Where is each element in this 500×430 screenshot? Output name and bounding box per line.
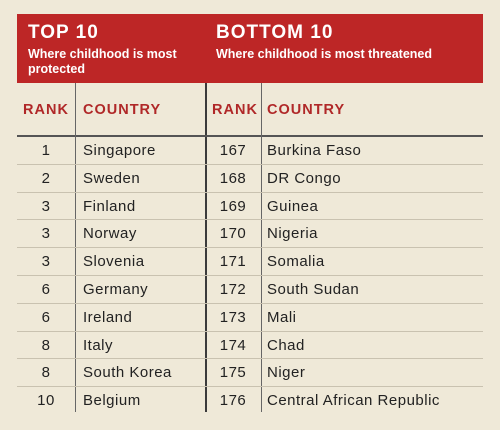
rank-cell: 3 bbox=[41, 253, 51, 271]
country-cell: Somalia bbox=[267, 253, 325, 271]
country-cell: Slovenia bbox=[83, 253, 145, 271]
table-row: 8 South Korea bbox=[17, 359, 205, 388]
table-row: 2 Sweden bbox=[17, 165, 205, 193]
bottom-10-banner: BOTTOM 10 Where childhood is most threat… bbox=[205, 14, 483, 83]
country-cell: Central African Republic bbox=[267, 392, 440, 410]
bottom-10-subtitle: Where childhood is most threatened bbox=[216, 47, 432, 61]
bottom-10-header-row: RANK COUNTRY bbox=[205, 83, 483, 137]
country-cell: Nigeria bbox=[267, 225, 319, 243]
rank-column-header: RANK bbox=[212, 102, 258, 118]
table-row: 8 Italy bbox=[17, 332, 205, 360]
table-row: 170 Nigeria bbox=[205, 220, 483, 249]
country-cell: South Korea bbox=[83, 364, 172, 382]
country-cell: Singapore bbox=[83, 142, 156, 159]
country-cell: Chad bbox=[267, 336, 305, 354]
table-row: 168 DR Congo bbox=[205, 165, 483, 193]
country-cell: Ireland bbox=[83, 308, 133, 326]
country-cell: Belgium bbox=[83, 392, 141, 410]
table-row: 174 Chad bbox=[205, 332, 483, 360]
rank-cell: 8 bbox=[41, 336, 51, 354]
rank-cell: 169 bbox=[219, 197, 247, 215]
rank-cell: 168 bbox=[219, 169, 247, 187]
rank-cell: 3 bbox=[41, 225, 51, 243]
rank-cell: 2 bbox=[41, 169, 51, 187]
top-10-subtitle: Where childhood is most protected bbox=[28, 47, 177, 76]
rank-cell: 171 bbox=[219, 253, 247, 271]
rank-cell: 10 bbox=[37, 392, 55, 410]
country-cell: Guinea bbox=[267, 197, 319, 215]
country-column-header: COUNTRY bbox=[83, 102, 162, 118]
rank-cell: 1 bbox=[41, 142, 51, 159]
table-row: 169 Guinea bbox=[205, 193, 483, 221]
table-row: 3 Finland bbox=[17, 193, 205, 221]
country-cell: DR Congo bbox=[267, 169, 342, 187]
country-cell: Sweden bbox=[83, 169, 141, 187]
rank-cell: 176 bbox=[219, 392, 247, 410]
table-row: 175 Niger bbox=[205, 359, 483, 388]
top-10-panel: TOP 10 Where childhood is most protected… bbox=[17, 14, 205, 412]
rank-cell: 173 bbox=[219, 308, 247, 326]
table-row: 6 Germany bbox=[17, 276, 205, 304]
rank-cell: 8 bbox=[41, 364, 51, 382]
panel-separator bbox=[205, 14, 207, 412]
table-row: 176 Central African Republic bbox=[205, 387, 483, 414]
rank-cell: 175 bbox=[219, 364, 247, 382]
country-cell: South Sudan bbox=[267, 280, 360, 298]
country-cell: Burkina Faso bbox=[267, 142, 362, 159]
top-10-header-row: RANK COUNTRY bbox=[17, 83, 205, 137]
table-row: 172 South Sudan bbox=[205, 276, 483, 304]
top-10-rows: 1 Singapore 2 Sweden 3 Finland 3 Norway 3 Sloveni… bbox=[17, 137, 205, 414]
bottom-10-panel: BOTTOM 10 Where childhood is most threat… bbox=[205, 14, 483, 412]
table-row: 6 Ireland bbox=[17, 304, 205, 332]
table-row: 1 Singapore bbox=[17, 137, 205, 165]
country-cell: Niger bbox=[267, 364, 306, 382]
bottom-10-title: BOTTOM 10 bbox=[216, 22, 334, 43]
rank-cell: 172 bbox=[219, 280, 247, 298]
rank-cell: 167 bbox=[219, 142, 247, 159]
table-row: 3 Norway bbox=[17, 220, 205, 249]
rank-cell: 3 bbox=[41, 197, 51, 215]
country-cell: Italy bbox=[83, 336, 114, 354]
table-row: 171 Somalia bbox=[205, 248, 483, 276]
rank-cell: 174 bbox=[219, 336, 247, 354]
table-row: 10 Belgium bbox=[17, 387, 205, 414]
rank-cell: 6 bbox=[41, 308, 51, 326]
top-10-title: TOP 10 bbox=[28, 22, 99, 43]
country-cell: Germany bbox=[83, 280, 149, 298]
country-cell: Norway bbox=[83, 225, 137, 243]
bottom-10-rows: 167 Burkina Faso 168 DR Congo 169 Guinea 170 Ni… bbox=[205, 137, 483, 414]
table-row: 3 Slovenia bbox=[17, 248, 205, 276]
country-cell: Finland bbox=[83, 197, 136, 215]
rank-cell: 170 bbox=[219, 225, 247, 243]
top-10-banner: TOP 10 Where childhood is most protected bbox=[17, 14, 205, 83]
table-row: 167 Burkina Faso bbox=[205, 137, 483, 165]
country-column-header: COUNTRY bbox=[267, 102, 346, 118]
rank-cell: 6 bbox=[41, 280, 51, 298]
country-cell: Mali bbox=[267, 308, 297, 326]
rank-column-header: RANK bbox=[23, 102, 69, 118]
table-row: 173 Mali bbox=[205, 304, 483, 332]
